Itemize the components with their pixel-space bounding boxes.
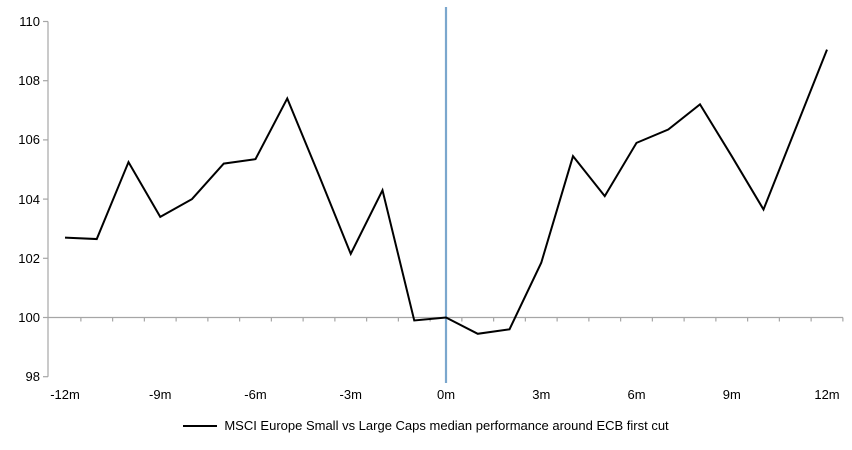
legend-line-sample-icon [183,424,218,427]
x-axis-tick-label: 9m [722,387,741,402]
y-axis-tick-label: 102 [18,250,40,266]
legend-label: MSCI Europe Small vs Large Caps median p… [224,418,669,433]
legend: MSCI Europe Small vs Large Caps median p… [0,418,852,433]
y-axis-tick-label: 110 [19,14,40,29]
y-axis-tick-label: 108 [18,73,40,89]
x-axis-tick-label: 3m [532,387,551,402]
y-axis-tick-label: 106 [18,132,40,148]
x-axis-tick-label: 12m [814,387,840,402]
series-line [64,49,828,335]
y-axis-tick-label: 98 [25,369,40,385]
x-axis-tick-label: 6m [627,387,646,402]
x-axis-tick-label: -12m [50,387,80,402]
y-axis-tick-label: 100 [18,310,40,325]
x-axis-tick-label: 0m [436,387,456,402]
x-axis-tick-label: -9m [149,387,172,402]
x-axis-tick-label: -3m [339,387,362,402]
x-axis-tick-label: -6m [244,387,267,402]
y-axis-tick-label: 104 [18,191,40,207]
